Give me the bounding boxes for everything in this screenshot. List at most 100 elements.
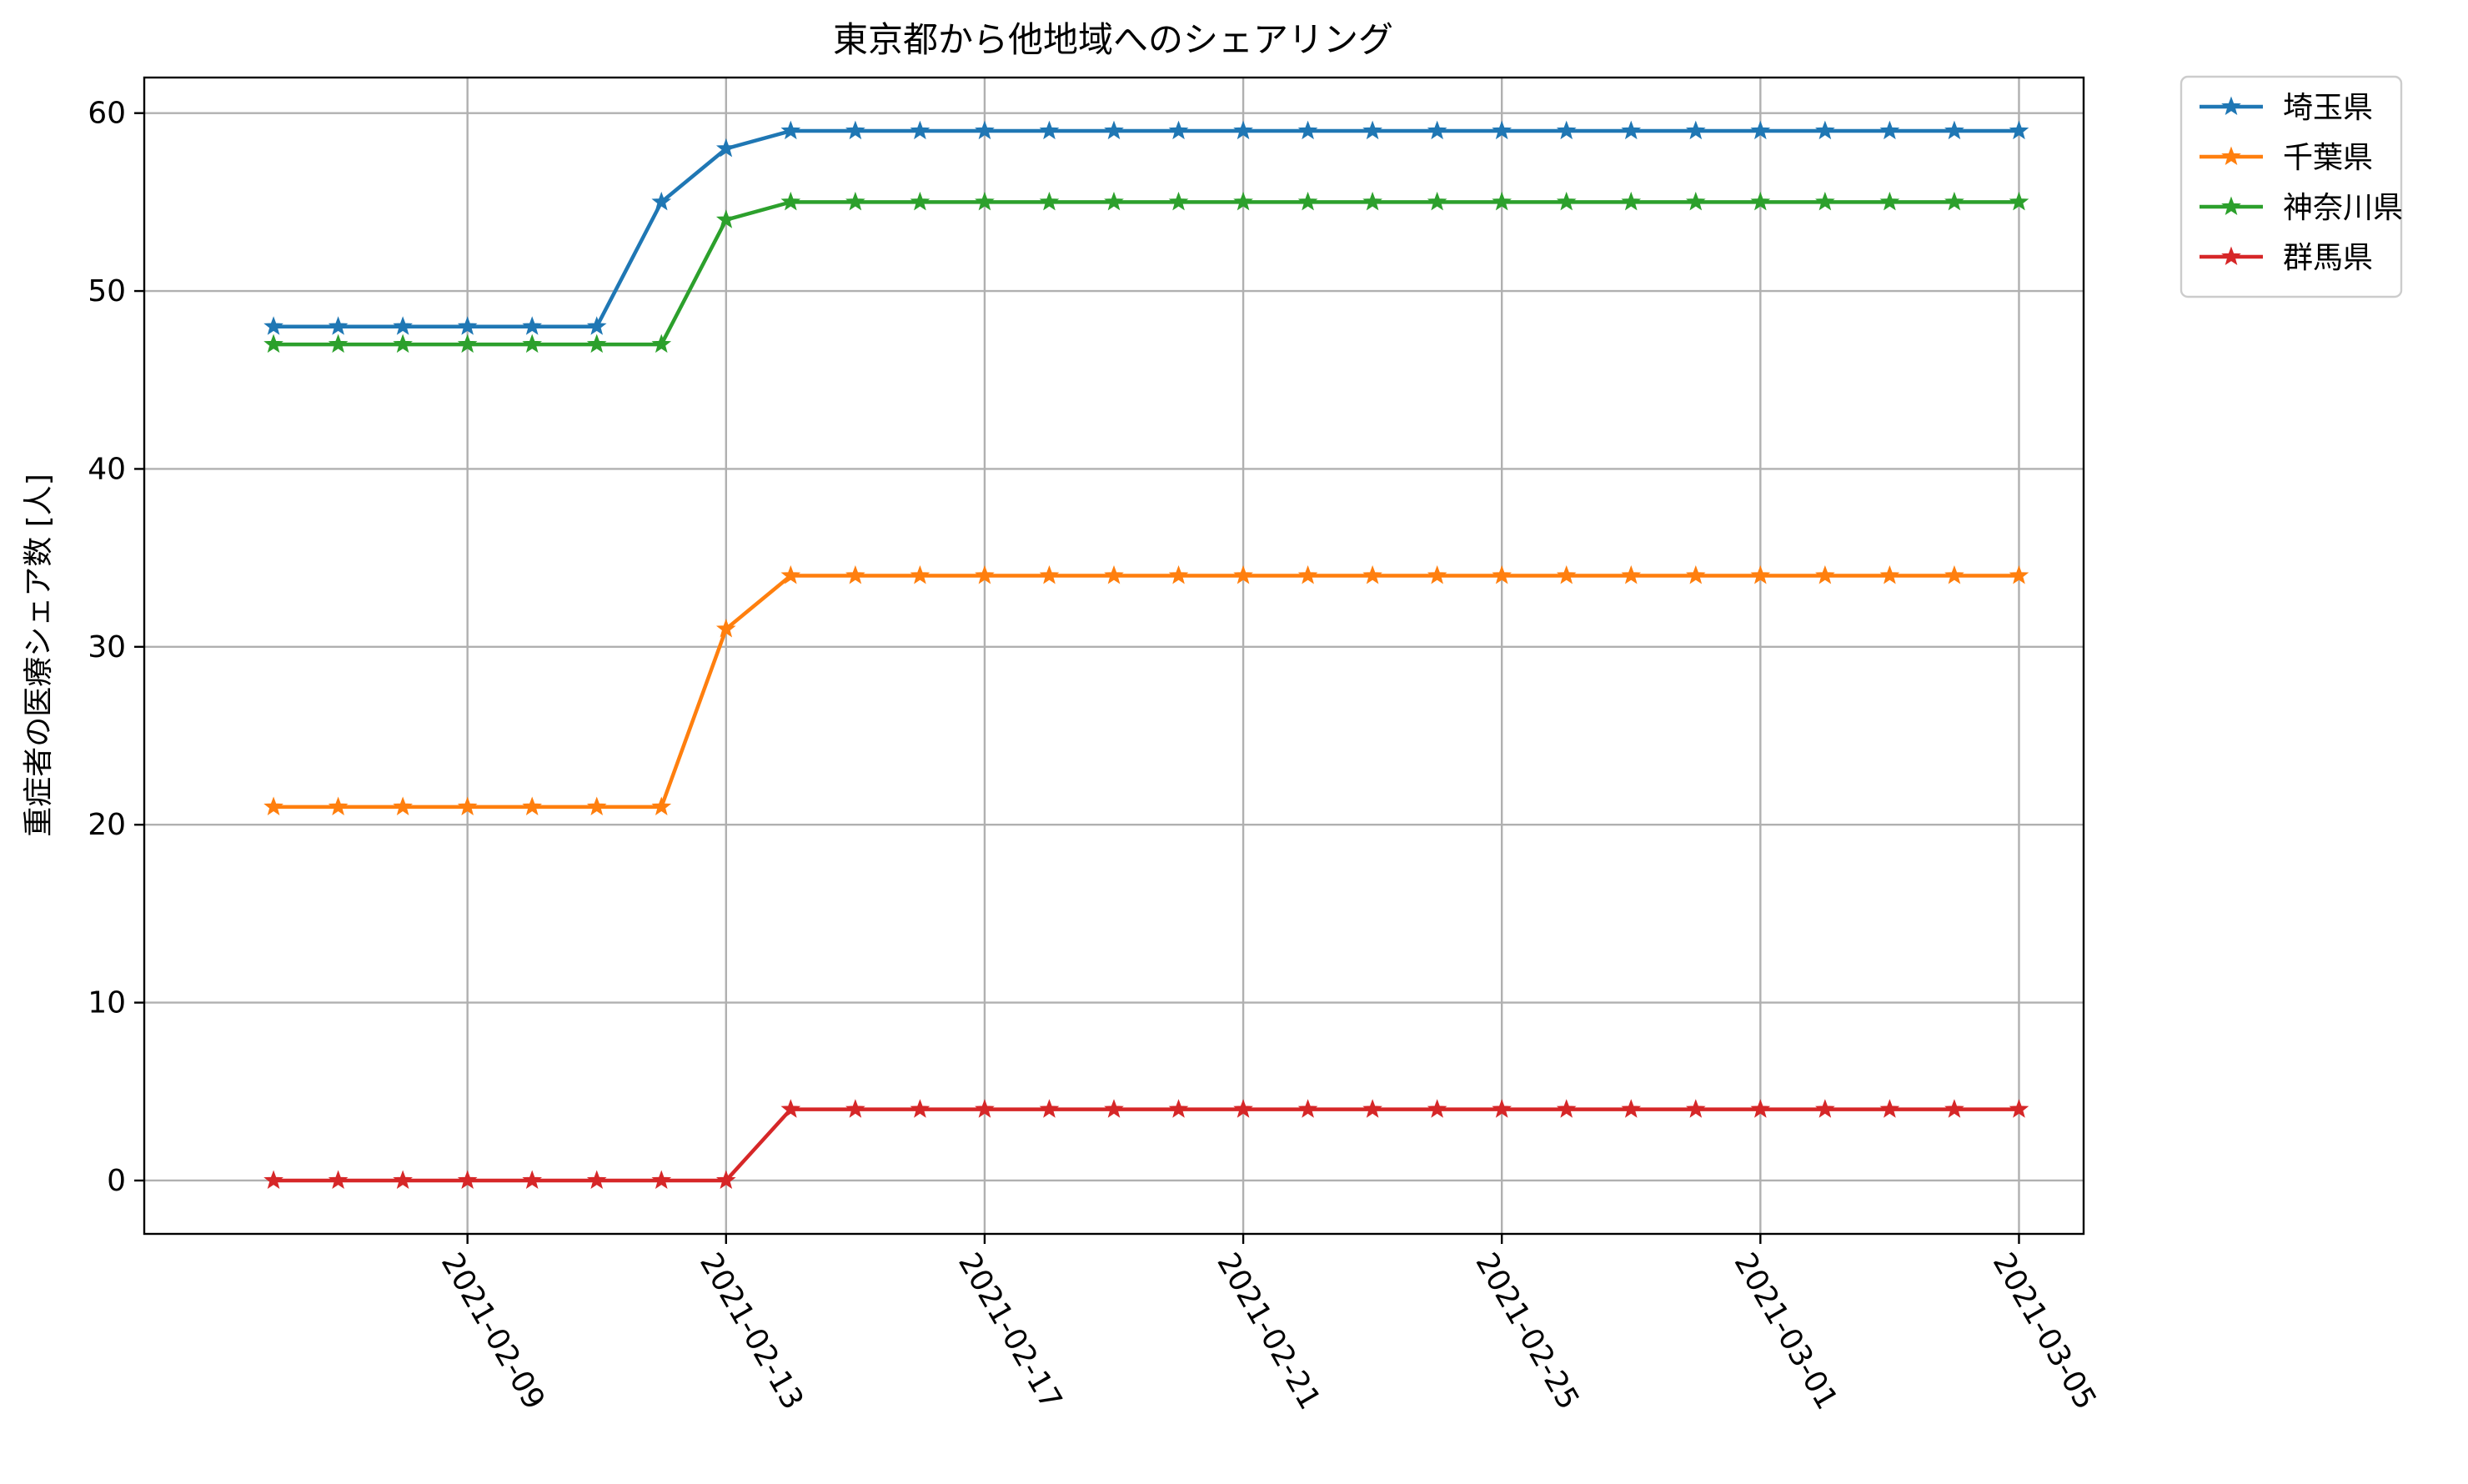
data-point [651,796,672,815]
data-point [1039,565,1060,584]
data-point [1427,191,1447,211]
data-point [1104,191,1124,211]
grid [144,78,2084,1234]
data-point [975,191,995,211]
legend-marker [2221,96,2241,116]
data-point [1233,120,1253,140]
y-axis-label: 重症者の医療シェア数 [人] [22,474,56,837]
data-point [1104,1099,1124,1118]
data-point [975,1099,995,1118]
data-point [1427,120,1447,140]
data-point [845,120,865,140]
data-point [263,333,283,353]
data-point [1621,191,1642,211]
legend-box [2180,75,2403,298]
data-point [845,191,865,211]
legend-entry: 神奈川県 [2283,191,2403,225]
data-point [1039,191,1060,211]
data-point [1492,120,1512,140]
data-point [1104,120,1124,140]
data-point [651,1170,672,1190]
data-point [1297,1099,1318,1118]
data-point [1879,191,1900,211]
data-point [522,1170,543,1190]
data-point [1362,1099,1382,1118]
data-point [457,796,478,815]
data-point [1685,565,1706,584]
data-point [2009,120,2029,140]
data-point [522,796,543,815]
series-1 [263,120,2029,335]
series-layer [263,120,2029,1190]
data-point [1168,120,1189,140]
data-point [1944,191,1964,211]
y-tick-label: 0 [107,1164,126,1198]
data-point [845,1099,865,1118]
data-point [1297,120,1318,140]
legend-entry: 千葉県 [2283,141,2373,175]
data-point [1492,1099,1512,1118]
data-point [1556,1099,1577,1118]
data-point [1685,191,1706,211]
data-point [1621,565,1642,584]
data-point [1556,191,1577,211]
legend-entry: 群馬県 [2283,241,2373,275]
data-point [2009,191,2029,211]
data-point [910,1099,931,1118]
legend-entry: 埼玉県 [2283,91,2373,125]
series-line [273,200,2019,347]
data-point [1168,191,1189,211]
data-point [586,333,607,353]
series-line [273,574,2019,810]
data-point [328,1170,349,1190]
data-point [1621,1099,1642,1118]
data-point [1944,1099,1964,1118]
data-point [1362,191,1382,211]
data-point [1104,565,1124,584]
data-point [1879,565,1900,584]
data-point [1944,120,1964,140]
data-point [1944,565,1964,584]
data-point [1879,120,1900,140]
data-point [1815,1099,1835,1118]
data-point [1362,120,1382,140]
data-point [1685,120,1706,140]
data-point [1362,565,1382,584]
data-point [1427,1099,1447,1118]
data-point [780,191,801,211]
data-point [457,333,478,353]
data-point [457,316,478,335]
data-point [586,796,607,815]
y-tick-label: 40 [88,452,126,486]
data-point [522,333,543,353]
data-point [328,333,349,353]
data-point [1815,565,1835,584]
data-point [1815,120,1835,140]
data-point [457,1170,478,1190]
y-tick-label: 10 [88,986,126,1020]
data-point [1233,1099,1253,1118]
data-point [845,565,865,584]
data-point [1556,120,1577,140]
y-tick-label: 20 [88,808,126,842]
legend-marker [2221,246,2241,266]
data-point [1233,565,1253,584]
data-point [715,138,736,158]
data-point [1750,565,1771,584]
data-point [1297,191,1318,211]
data-point [1815,191,1835,211]
series-line [273,128,2019,328]
data-point [263,316,283,335]
data-point [651,333,672,353]
data-point [263,796,283,815]
legend-marker [2221,196,2241,216]
data-point [393,796,413,815]
data-point [263,1170,283,1190]
series-3 [263,191,2029,353]
data-point [910,565,931,584]
data-point [780,120,801,140]
data-point [910,120,931,140]
